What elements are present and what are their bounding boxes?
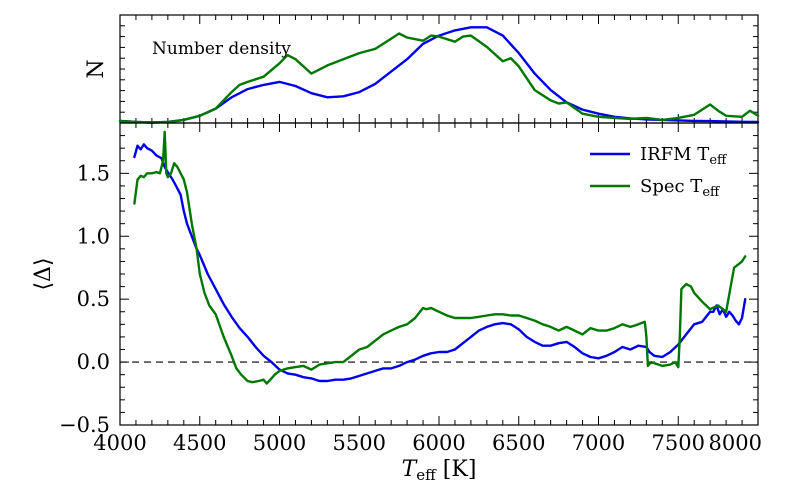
y-tick-labels: −0.5 0.0 0.5 1.0 1.5 [59,161,110,437]
top-panel-ylabel: N [84,59,109,78]
x-tick-label: 5000 [253,431,306,455]
x-tick-label: 8000 [709,431,762,455]
bottom-panel-series [133,130,747,385]
bottom-series-spec-line [133,130,747,385]
x-axis-title-sub: eff [416,466,437,484]
y-tick-label: 1.5 [77,161,110,185]
top-series-spec-line [118,32,760,124]
legend-label-spec-sub: eff [702,185,721,200]
legend-label-spec: Spec Teff [640,176,721,200]
legend-label-irfm: IRFM Teff [640,144,728,168]
y-tick-label: 0.0 [77,350,110,374]
y-tick-label: 0.5 [77,287,110,311]
bottom-panel-ylabel: ⟨Δ⟩ [31,257,56,290]
x-tick-label: 5500 [333,431,386,455]
y-tick-label: 1.0 [77,224,110,248]
top-panel-annotation: Number density [152,39,291,59]
legend-label-irfm-sub: eff [709,153,728,168]
bottom-panel: 4000 4500 5000 5500 6000 6500 7000 7500 8000 −0.… [31,122,762,484]
x-tick-label: 7500 [652,431,705,455]
x-axis-title-main: T [402,457,419,482]
top-panel: Number density N [84,14,760,124]
x-tick-label: 4500 [173,431,226,455]
top-panel-series [118,26,760,124]
bottom-panel-ticks [119,123,759,426]
x-axis-title-unit: [K] [436,457,477,482]
x-tick-label: 4000 [93,431,146,455]
x-tick-label: 7000 [572,431,625,455]
x-tick-label: 6000 [412,431,465,455]
legend: IRFM Teff Spec Teff [590,144,728,200]
legend-label-irfm-main: IRFM T [640,144,709,165]
x-tick-label: 6500 [492,431,545,455]
x-axis-title: Teff [K] [402,457,477,484]
y-tick-label: −0.5 [59,413,110,437]
x-tick-labels: 4000 4500 5000 5500 6000 6500 7000 7500 8000 [93,431,762,455]
legend-label-spec-main: Spec T [640,176,702,197]
